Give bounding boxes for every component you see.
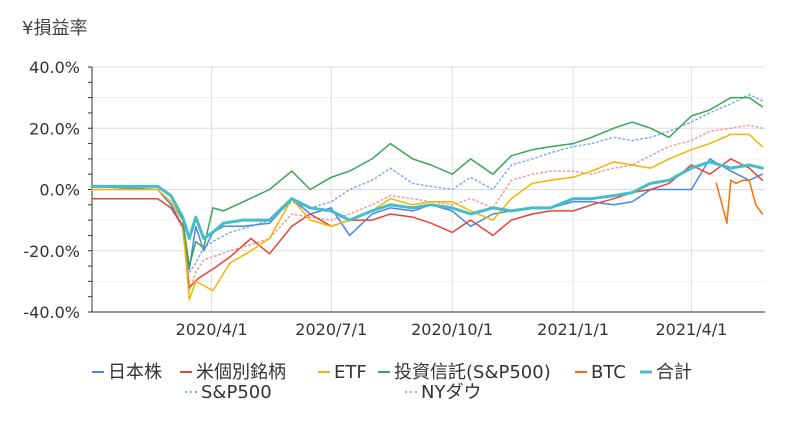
axes: 40.0% 20.0% 0.0% -20.0% -40.0% 2020/4/1 2020/7… (23, 58, 765, 339)
series-line-3 (91, 96, 764, 267)
series-line-2 (91, 133, 764, 301)
legend-item: 投資信託(S&P500) (378, 362, 551, 383)
legend-item: S&P500 (185, 382, 272, 403)
y-tick-label: 0.0% (39, 181, 80, 200)
legend-item: BTC (575, 362, 626, 383)
x-tick-label: 2020/4/1 (176, 320, 248, 339)
y-tick-label: 40.0% (29, 58, 80, 77)
series-line-1 (91, 158, 764, 289)
legend-label: 日本株 (108, 362, 162, 383)
y-tick-label: 20.0% (29, 119, 80, 138)
legend-label: ETF (334, 362, 367, 383)
legend-label: S&P500 (201, 382, 272, 403)
legend-item: NYダウ (405, 382, 481, 403)
legend-item: 日本株 (92, 362, 162, 383)
legend-item: 合計 (640, 362, 692, 383)
legend-label: NYダウ (421, 382, 481, 403)
legend-label: 投資信託(S&P500) (394, 362, 551, 383)
y-tick-label: -20.0% (23, 242, 80, 261)
series-line-7 (91, 124, 764, 292)
legend-label: BTC (591, 362, 626, 383)
series-line-6 (91, 93, 764, 273)
chart-title: ¥損益率 (22, 18, 88, 39)
legend-label: 米個別銘柄 (196, 362, 286, 383)
x-tick-label: 2021/4/1 (655, 320, 727, 339)
legend: 日本株 米個別銘柄 ETF 投資信託(S&P500) BTC 合計 S&P500 NYダウ (92, 362, 692, 403)
x-tick-label: 2021/1/1 (537, 320, 609, 339)
legend-item: ETF (318, 362, 367, 383)
y-tick-label: -40.0% (23, 303, 80, 322)
series-line-4 (715, 179, 764, 224)
series-line-5 (90, 160, 764, 240)
x-tick-label: 2020/10/1 (411, 320, 493, 339)
series-lines (90, 93, 764, 301)
legend-item: 米個別銘柄 (180, 362, 286, 383)
x-tick-label: 2020/7/1 (295, 320, 367, 339)
legend-label: 合計 (656, 362, 692, 383)
